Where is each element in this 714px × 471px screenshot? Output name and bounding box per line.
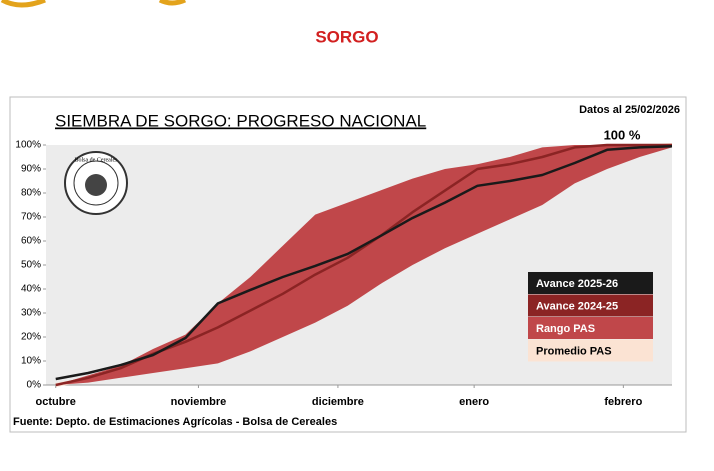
annotation: 100 % — [604, 127, 641, 142]
y-tick-label: 10% — [21, 356, 41, 367]
logo-text: Bolsa de Cereales — [75, 157, 119, 163]
legend-swatch — [528, 339, 653, 362]
y-tick-label: 40% — [21, 284, 41, 295]
legend-swatch — [528, 272, 653, 294]
legend-label: Promedio PAS — [536, 345, 612, 357]
legend-label: Avance 2025-26 — [536, 278, 618, 290]
legend-swatch — [528, 317, 653, 339]
logo-arc — [158, 0, 187, 6]
y-tick-label: 50% — [21, 260, 41, 271]
y-tick-label: 90% — [21, 164, 41, 175]
x-tick-label: diciembre — [312, 396, 364, 408]
x-tick-label: octubre — [36, 396, 76, 408]
logo-seal: Bolsa de Cereales — [64, 151, 128, 215]
y-tick-label: 70% — [21, 212, 41, 223]
chart-title: SIEMBRA DE SORGO: PROGRESO NACIONAL — [55, 111, 426, 130]
y-tick-label: 80% — [21, 188, 41, 199]
y-tick-label: 0% — [27, 380, 42, 391]
series-line — [55, 144, 673, 381]
range-band — [55, 145, 672, 385]
y-tick-label: 60% — [21, 236, 41, 247]
y-tick-label: 30% — [21, 308, 41, 319]
legend-swatch — [528, 294, 653, 317]
source: Fuente: Depto. de Estimaciones Agrícolas… — [13, 416, 337, 428]
y-tick-label: 100% — [15, 140, 41, 151]
y-tick-label: 20% — [21, 332, 41, 343]
x-tick-label: noviembre — [171, 396, 227, 408]
legend-label: Rango PAS — [536, 323, 595, 335]
x-tick-label: febrero — [604, 396, 642, 408]
plot: 0% 10% 20% 30% 40% 50% 60% 70% 80% 90% 100% octubre… — [15, 140, 673, 408]
date-note: Datos al 25/02/2026 — [579, 104, 680, 116]
x-tick-label: enero — [459, 396, 489, 408]
legend-label: Avance 2024-25 — [536, 300, 618, 312]
page-title: SORGO — [315, 27, 378, 46]
logo-arc — [0, 0, 46, 8]
